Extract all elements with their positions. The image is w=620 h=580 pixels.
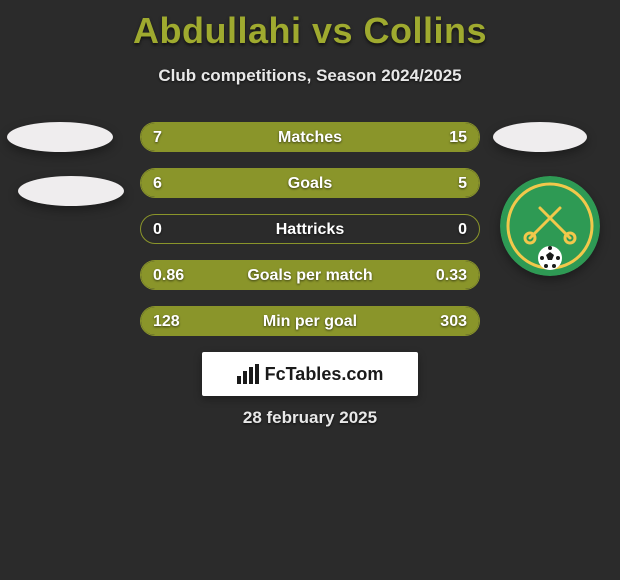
stats-table: 715Matches 65Goals 00Hattricks 0.860.33Goal… [140, 122, 480, 352]
stat-label: Matches [141, 123, 479, 152]
stat-label: Hattricks [141, 215, 479, 244]
stat-row: 715Matches [140, 122, 480, 152]
stat-row: 65Goals [140, 168, 480, 198]
page-subtitle: Club competitions, Season 2024/2025 [0, 66, 620, 86]
club-badge [500, 176, 600, 276]
stat-label: Min per goal [141, 307, 479, 336]
brand-text: FcTables.com [265, 364, 384, 385]
page-title: Abdullahi vs Collins [0, 0, 620, 52]
brand-box: FcTables.com [202, 352, 418, 396]
right-placeholder [493, 122, 587, 152]
stat-row: 128303Min per goal [140, 306, 480, 336]
stat-label: Goals [141, 169, 479, 198]
left-placeholder-2 [18, 176, 124, 206]
club-badge-svg [500, 176, 600, 276]
stat-label: Goals per match [141, 261, 479, 290]
stat-row: 0.860.33Goals per match [140, 260, 480, 290]
stat-row: 00Hattricks [140, 214, 480, 244]
date: 28 february 2025 [0, 408, 620, 428]
left-placeholder-1 [7, 122, 113, 152]
brand-bars-icon [237, 364, 259, 384]
